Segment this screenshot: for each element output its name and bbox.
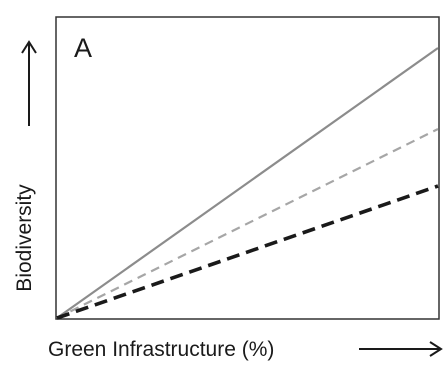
- series-line-2: [56, 128, 439, 319]
- y-axis-arrow-icon: [21, 40, 37, 126]
- y-axis-label: Biodiversity: [13, 184, 36, 292]
- panel-label: A: [74, 33, 92, 63]
- series-layer: [56, 47, 439, 320]
- x-axis-arrow-icon: [359, 341, 443, 357]
- series-line-3: [56, 184, 439, 320]
- x-axis-label: Green Infrastructure (%): [48, 338, 274, 361]
- series-line-1: [56, 47, 439, 319]
- plot-frame: [55, 16, 440, 320]
